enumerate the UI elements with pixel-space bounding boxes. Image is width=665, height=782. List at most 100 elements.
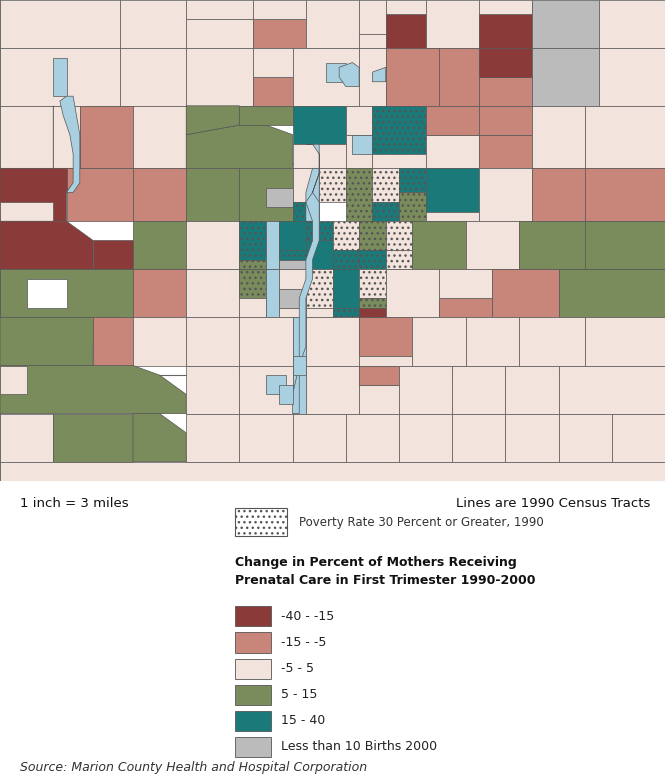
- Polygon shape: [399, 365, 452, 414]
- Polygon shape: [133, 317, 186, 365]
- Polygon shape: [239, 269, 266, 298]
- Polygon shape: [372, 106, 426, 154]
- Polygon shape: [53, 106, 80, 168]
- Polygon shape: [326, 63, 346, 82]
- Polygon shape: [253, 48, 293, 77]
- Polygon shape: [559, 365, 665, 414]
- Polygon shape: [0, 168, 93, 221]
- Polygon shape: [465, 317, 519, 365]
- Text: 15 - 40: 15 - 40: [281, 714, 325, 727]
- Polygon shape: [359, 308, 386, 317]
- Polygon shape: [279, 385, 293, 404]
- Text: 5 - 15: 5 - 15: [281, 688, 317, 701]
- Polygon shape: [386, 221, 412, 250]
- Polygon shape: [359, 365, 399, 385]
- Polygon shape: [339, 63, 359, 87]
- Polygon shape: [306, 221, 332, 240]
- Polygon shape: [612, 414, 665, 461]
- Polygon shape: [505, 365, 559, 414]
- Polygon shape: [452, 414, 505, 461]
- Polygon shape: [519, 221, 585, 269]
- Polygon shape: [279, 221, 306, 250]
- Polygon shape: [332, 250, 359, 269]
- Polygon shape: [505, 414, 559, 461]
- Polygon shape: [66, 168, 133, 221]
- Polygon shape: [186, 269, 239, 317]
- Polygon shape: [306, 240, 332, 269]
- Polygon shape: [293, 365, 306, 414]
- Polygon shape: [279, 308, 306, 317]
- Polygon shape: [293, 317, 306, 365]
- Polygon shape: [266, 188, 293, 206]
- Polygon shape: [293, 144, 319, 414]
- Polygon shape: [133, 414, 186, 461]
- Polygon shape: [27, 279, 66, 308]
- Polygon shape: [426, 0, 479, 48]
- Polygon shape: [585, 221, 665, 269]
- Polygon shape: [279, 260, 306, 269]
- Bar: [235, 658, 271, 679]
- Bar: [235, 508, 287, 536]
- Polygon shape: [426, 135, 479, 168]
- Bar: [235, 633, 271, 652]
- Polygon shape: [53, 414, 133, 461]
- Polygon shape: [319, 168, 346, 202]
- Polygon shape: [186, 221, 239, 269]
- Polygon shape: [492, 269, 559, 317]
- Polygon shape: [133, 168, 186, 221]
- Polygon shape: [359, 385, 399, 414]
- Polygon shape: [293, 356, 306, 375]
- Polygon shape: [386, 14, 439, 48]
- Polygon shape: [359, 34, 386, 48]
- Polygon shape: [359, 250, 386, 269]
- Polygon shape: [0, 221, 93, 269]
- Polygon shape: [239, 221, 266, 260]
- Polygon shape: [479, 168, 532, 221]
- Polygon shape: [239, 414, 293, 461]
- Polygon shape: [279, 250, 306, 269]
- Polygon shape: [386, 250, 412, 269]
- Text: Change in Percent of Mothers Receiving
Prenatal Care in First Trimester 1990-200: Change in Percent of Mothers Receiving P…: [235, 556, 535, 587]
- Polygon shape: [239, 106, 293, 125]
- Polygon shape: [386, 269, 439, 317]
- Polygon shape: [386, 48, 439, 106]
- Polygon shape: [332, 308, 359, 317]
- Polygon shape: [0, 269, 133, 317]
- Polygon shape: [266, 269, 279, 317]
- Text: Lines are 1990 Census Tracts: Lines are 1990 Census Tracts: [456, 497, 650, 510]
- Polygon shape: [239, 365, 293, 414]
- Polygon shape: [372, 168, 399, 202]
- Polygon shape: [293, 414, 346, 461]
- Polygon shape: [479, 14, 532, 48]
- Polygon shape: [306, 269, 332, 308]
- Polygon shape: [439, 269, 492, 298]
- Text: -5 - 5: -5 - 5: [281, 662, 314, 675]
- Polygon shape: [559, 269, 665, 317]
- Polygon shape: [120, 0, 186, 48]
- Polygon shape: [60, 96, 80, 192]
- Polygon shape: [93, 317, 133, 365]
- Polygon shape: [186, 168, 239, 221]
- Polygon shape: [253, 0, 306, 20]
- Polygon shape: [0, 461, 665, 481]
- Polygon shape: [532, 48, 598, 106]
- Polygon shape: [359, 0, 386, 34]
- Polygon shape: [133, 269, 186, 317]
- Polygon shape: [306, 317, 359, 365]
- Polygon shape: [359, 356, 412, 365]
- Polygon shape: [53, 106, 80, 168]
- Polygon shape: [186, 106, 239, 135]
- Polygon shape: [186, 365, 239, 414]
- Polygon shape: [0, 0, 120, 48]
- Polygon shape: [359, 317, 412, 356]
- Polygon shape: [0, 202, 53, 221]
- Polygon shape: [532, 168, 585, 221]
- Polygon shape: [359, 221, 386, 250]
- Polygon shape: [186, 20, 253, 48]
- Polygon shape: [452, 365, 505, 414]
- Polygon shape: [346, 106, 372, 135]
- Polygon shape: [426, 106, 479, 135]
- Polygon shape: [293, 106, 346, 144]
- Polygon shape: [266, 375, 286, 394]
- Polygon shape: [0, 106, 53, 168]
